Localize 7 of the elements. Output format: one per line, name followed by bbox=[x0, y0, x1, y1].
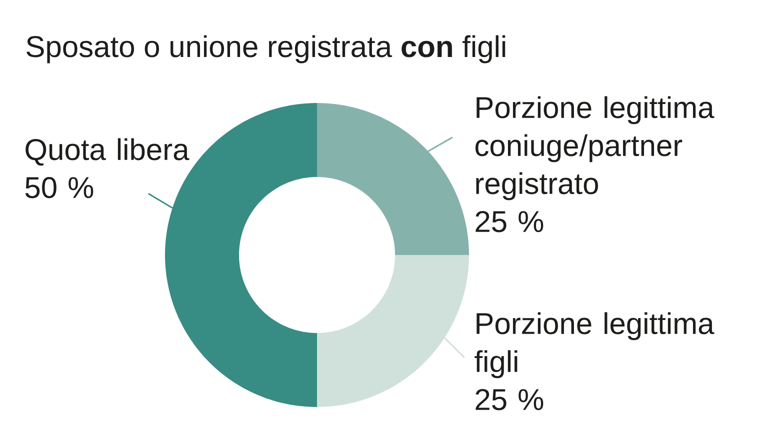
chart-title: Sposato o unione registrata con figli bbox=[26, 35, 506, 64]
data-label: 50 % bbox=[25, 176, 94, 198]
slice-label: Porzione legittima coniuge/partner registrato bbox=[475, 96, 714, 200]
slice-label: Porzione legittima figli bbox=[474, 312, 714, 378]
slice-label: Quota libera bbox=[26, 138, 190, 166]
data-label: 25 % bbox=[476, 388, 544, 410]
data-label: 25 % bbox=[476, 210, 544, 232]
